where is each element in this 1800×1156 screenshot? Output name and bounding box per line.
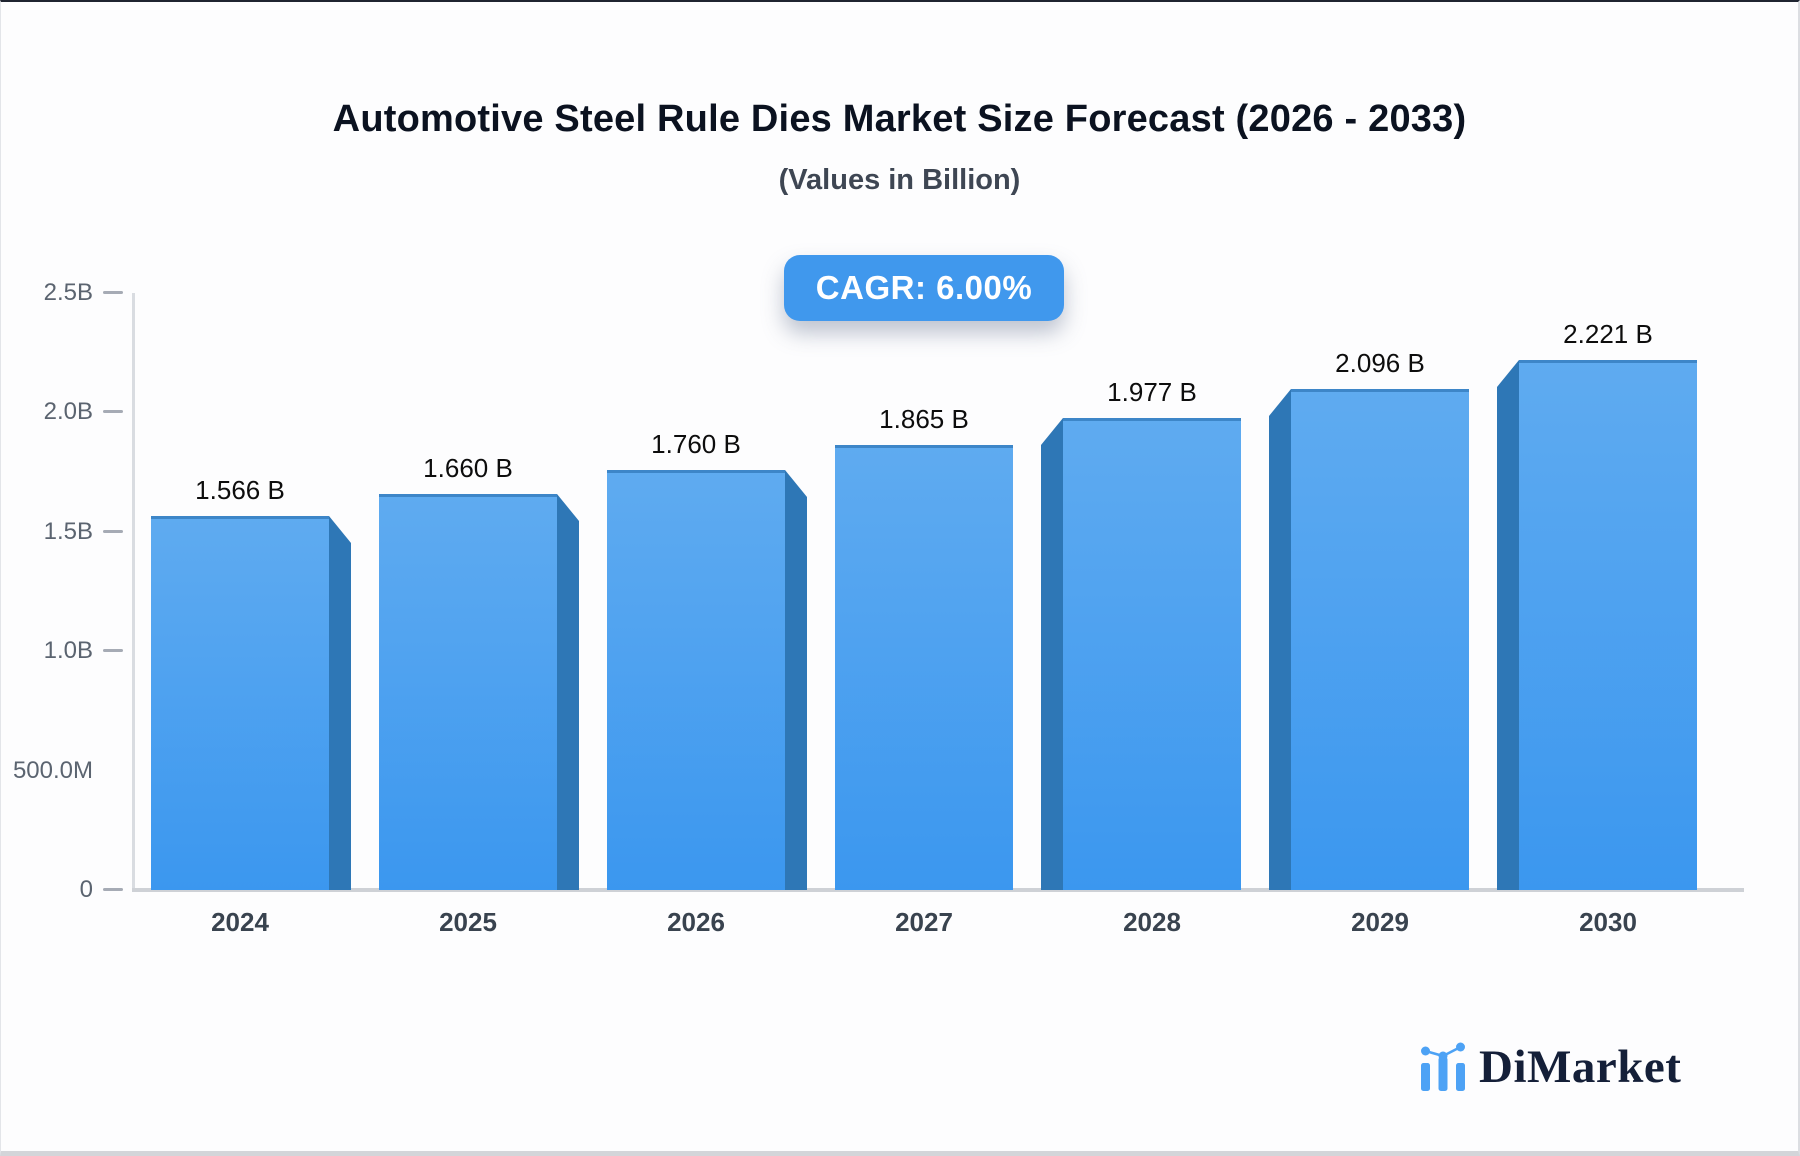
bar-chart-sparkline-icon [1421,1042,1465,1091]
bar-front-face [1063,418,1241,890]
bar-2028[interactable] [1041,418,1241,890]
bar-side-face [557,494,579,890]
x-axis-label: 2028 [1123,907,1181,937]
bar-side-face [785,470,807,890]
bar-2029[interactable] [1269,389,1469,890]
bar-value-label: 2.096 B [1335,348,1425,378]
bar-2025[interactable] [379,494,579,890]
cagr-badge: CAGR: 6.00% [784,255,1064,321]
x-baseline [132,888,1744,892]
bar-top-edge [379,494,557,497]
x-axis-label: 2029 [1351,907,1409,937]
bar-2026[interactable] [607,470,807,890]
bar-side-face [1041,418,1063,890]
bar-top-edge [1063,418,1241,421]
x-axis-label: 2027 [895,907,953,937]
bar-top-edge [1291,389,1469,392]
y-tick-dash [103,530,123,533]
bar-value-label: 1.760 B [651,429,741,459]
bar-front-face [379,494,557,890]
bar-top-edge [151,516,329,519]
y-axis-label: 1.5B [43,518,93,545]
bar-2030[interactable] [1497,360,1697,890]
bar-top-edge [607,470,785,473]
bar-front-face [1519,360,1697,890]
bar-2024[interactable] [151,516,351,890]
chart-subtitle: (Values in Billion) [778,164,1021,196]
y-axis-label: 500.0M [12,757,93,784]
y-tick-dash [103,291,123,294]
y-tick-dash [103,410,123,413]
x-axis-label: 2024 [211,907,269,937]
bar-front-face [1291,389,1469,890]
y-axis-label: 2.0B [43,398,93,425]
y-axis-label: 2.5B [43,279,93,306]
bar-value-label: 1.865 B [879,404,969,434]
chart-title: Automotive Steel Rule Dies Market Size F… [332,98,1467,140]
bar-value-label: 1.566 B [195,475,285,505]
bar-value-label: 1.660 B [423,453,513,483]
y-tick-dash [103,888,123,891]
y-axis-line [132,293,135,892]
brand-logo[interactable]: DiMarket [1419,1038,1681,1096]
logo-text: DiMarket [1479,1041,1682,1093]
bar-top-edge [1519,360,1697,363]
y-axis-label: 1.0B [43,637,93,664]
bar-front-face [835,445,1013,890]
bar-top-edge [835,445,1013,448]
bar-front-face [151,516,329,890]
bar-front-face [607,470,785,890]
y-axis-label: 0 [79,876,93,903]
bar-side-face [329,516,351,890]
bar-value-label: 1.977 B [1107,377,1197,407]
bar-side-face [1497,360,1519,890]
bar-2027[interactable] [835,445,1013,890]
x-axis-label: 2026 [667,907,725,937]
x-axis-label: 2025 [439,907,497,937]
y-tick-dash [103,649,123,652]
bar-value-label: 2.221 B [1563,319,1653,349]
x-axis-label: 2030 [1579,907,1637,937]
bar-side-face [1269,389,1291,890]
